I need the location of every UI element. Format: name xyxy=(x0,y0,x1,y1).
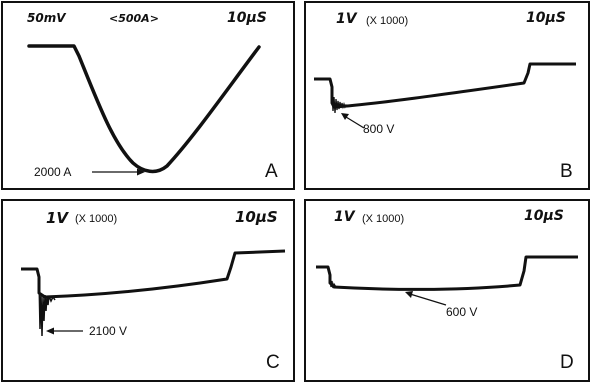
panel-letter: D xyxy=(560,352,574,373)
volts-per-div-label: 1V xyxy=(46,209,69,227)
current-trace xyxy=(27,44,261,174)
annotation-arrow xyxy=(345,116,365,129)
volts-per-div-label: 50mV xyxy=(27,11,66,25)
panel-letter: A xyxy=(265,161,278,182)
waveform-trace xyxy=(314,62,576,129)
waveform-trace xyxy=(27,44,261,176)
multiplier-label: (X 1000) xyxy=(366,15,409,27)
annotation-label: 600 V xyxy=(446,305,478,319)
time-per-div-label: 10µS xyxy=(526,10,566,26)
voltage-trace xyxy=(314,62,576,109)
waveform-trace xyxy=(316,255,578,306)
time-per-div-label: 10µS xyxy=(524,208,564,224)
oscilloscope-panel-b: 1V (X 1000) 10µS 800 V B xyxy=(304,1,590,190)
annotation-label: 2000 A xyxy=(34,165,72,179)
oscilloscope-panel-c: 1V (X 1000) 10µS 2100 V C xyxy=(1,199,295,382)
time-per-div-label: 10µS xyxy=(227,10,267,26)
oscilloscope-panel-d: 1V (X 1000) 10µS 600 V D xyxy=(304,199,590,382)
volts-per-div-label: 1V xyxy=(336,11,357,27)
volts-per-div-label: 1V xyxy=(334,209,355,225)
ringing-oscillation xyxy=(329,276,337,289)
scale-label: <500A> xyxy=(109,12,159,25)
annotation-label: 2100 V xyxy=(89,324,128,338)
panel-letter: C xyxy=(266,352,280,373)
panel-letter: B xyxy=(560,161,573,182)
waveform-trace xyxy=(21,249,286,337)
oscilloscope-panel-a: 50mV <500A> 10µS 2000 A A xyxy=(1,1,295,190)
ringing-oscillation xyxy=(38,278,56,337)
annotation-arrow xyxy=(409,293,447,306)
multiplier-label: (X 1000) xyxy=(75,213,118,225)
ringing-oscillation xyxy=(331,91,349,114)
multiplier-label: (X 1000) xyxy=(362,213,405,225)
voltage-trace xyxy=(21,249,286,299)
voltage-trace xyxy=(316,255,578,291)
time-per-div-label: 10µS xyxy=(235,208,278,226)
annotation-label: 800 V xyxy=(363,122,395,136)
